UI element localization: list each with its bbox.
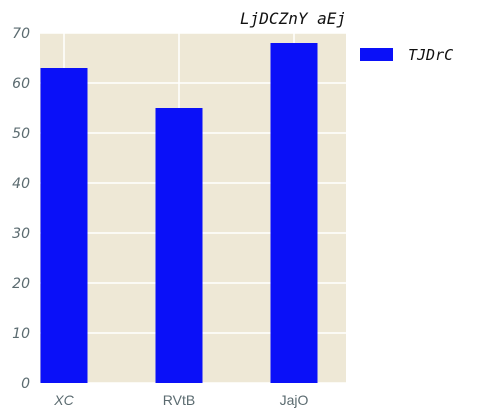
legend-label-tjdrc: TJDrC	[408, 46, 453, 64]
bar-jajo	[270, 43, 318, 383]
x-tick-label: JajO	[280, 392, 309, 408]
y-tick-label: 60	[12, 76, 30, 92]
y-axis-ticks: 0 10 20 30 40 50 60 70	[12, 26, 30, 392]
y-tick-label: 10	[12, 326, 30, 342]
y-tick-label: 0	[21, 376, 30, 392]
y-tick-label: 70	[12, 26, 30, 42]
y-tick-label: 30	[12, 226, 30, 242]
x-tick-label: RVtB	[163, 392, 195, 408]
y-tick-label: 40	[12, 176, 30, 192]
bar-xc	[40, 68, 88, 383]
legend-swatch-tjdrc	[360, 48, 393, 61]
legend: TJDrC	[360, 46, 453, 64]
x-tick-label: XC	[53, 392, 74, 408]
chart-title: LjDCZnY aEj	[240, 9, 346, 28]
x-axis-ticks: XC RVtB JajO	[53, 392, 308, 408]
bar-rvtb	[155, 108, 203, 383]
y-tick-label: 20	[12, 276, 30, 292]
y-tick-label: 50	[12, 126, 30, 142]
bars	[40, 43, 318, 383]
